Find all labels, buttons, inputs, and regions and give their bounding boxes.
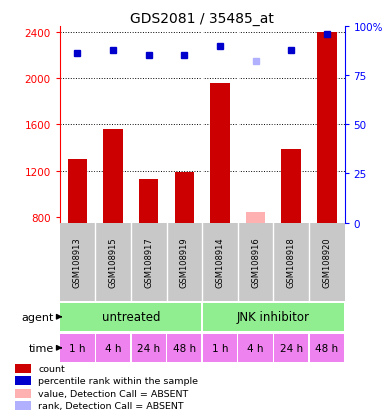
Text: 48 h: 48 h — [315, 343, 338, 353]
Text: value, Detection Call = ABSENT: value, Detection Call = ABSENT — [38, 389, 189, 398]
Bar — [15, 389, 31, 398]
Text: untreated: untreated — [102, 311, 160, 323]
Bar — [174, 172, 194, 223]
Text: GSM108920: GSM108920 — [322, 237, 331, 287]
Text: 24 h: 24 h — [280, 343, 303, 353]
Text: count: count — [38, 364, 65, 373]
Bar — [246, 213, 265, 223]
Text: 4 h: 4 h — [247, 343, 264, 353]
Text: GSM108919: GSM108919 — [180, 237, 189, 287]
Text: GSM108918: GSM108918 — [287, 237, 296, 287]
Bar — [167, 334, 201, 362]
Text: time: time — [29, 343, 54, 353]
Text: agent: agent — [22, 312, 54, 322]
Text: 1 h: 1 h — [69, 343, 86, 353]
Text: rank, Detection Call = ABSENT: rank, Detection Call = ABSENT — [38, 401, 184, 410]
Bar — [203, 334, 237, 362]
Bar — [238, 334, 273, 362]
Bar — [317, 33, 336, 223]
Bar — [68, 159, 87, 223]
Text: 4 h: 4 h — [105, 343, 121, 353]
Bar — [132, 334, 166, 362]
Bar — [274, 334, 308, 362]
Bar — [15, 401, 31, 410]
Text: GSM108917: GSM108917 — [144, 237, 153, 287]
Bar — [281, 149, 301, 223]
Text: 24 h: 24 h — [137, 343, 160, 353]
Bar — [60, 334, 95, 362]
Bar — [15, 364, 31, 373]
Bar — [139, 179, 159, 223]
Text: GSM108916: GSM108916 — [251, 237, 260, 287]
Text: 48 h: 48 h — [173, 343, 196, 353]
Bar — [96, 334, 130, 362]
Text: GSM108913: GSM108913 — [73, 237, 82, 287]
Text: GSM108915: GSM108915 — [109, 237, 117, 287]
Bar — [15, 376, 31, 385]
Bar — [60, 303, 201, 331]
Text: percentile rank within the sample: percentile rank within the sample — [38, 376, 199, 385]
Title: GDS2081 / 35485_at: GDS2081 / 35485_at — [130, 12, 274, 26]
Bar — [203, 303, 344, 331]
Text: JNK inhibitor: JNK inhibitor — [237, 311, 310, 323]
Text: GSM108914: GSM108914 — [216, 237, 224, 287]
Text: 1 h: 1 h — [212, 343, 228, 353]
Bar — [103, 130, 123, 223]
Bar — [310, 334, 344, 362]
Bar — [210, 83, 230, 223]
